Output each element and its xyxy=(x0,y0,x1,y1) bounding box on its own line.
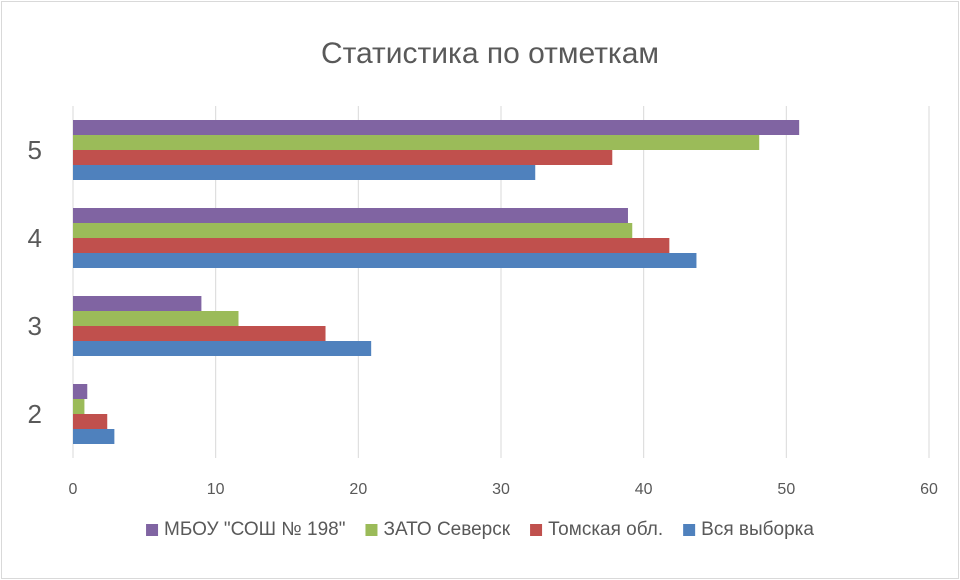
legend-label: Вся выборка xyxy=(701,519,814,540)
y-tick-label: 2 xyxy=(28,399,42,429)
legend-swatch xyxy=(365,524,378,536)
x-tick-label: 60 xyxy=(920,481,938,498)
x-tick-label: 20 xyxy=(349,481,367,498)
legend-swatch xyxy=(683,524,696,536)
x-tick-label: 10 xyxy=(207,481,225,498)
bar xyxy=(73,223,633,238)
legend-swatch xyxy=(530,524,543,536)
bar xyxy=(73,399,85,414)
legend-label: Томская обл. xyxy=(548,519,663,540)
bar xyxy=(73,150,613,165)
y-tick-label: 4 xyxy=(28,223,42,253)
legend-label: МБОУ "СОШ № 198" xyxy=(164,519,345,540)
bar xyxy=(73,135,760,150)
y-tick-label: 3 xyxy=(28,311,42,341)
bar xyxy=(73,238,670,253)
bar xyxy=(73,341,372,356)
chart-title: Статистика по отметкам xyxy=(321,37,659,70)
bar xyxy=(73,384,88,399)
y-tick-label: 5 xyxy=(28,135,42,165)
bar xyxy=(73,120,800,135)
bar xyxy=(73,296,202,311)
bar xyxy=(73,208,628,223)
x-tick-label: 30 xyxy=(492,481,510,498)
bar xyxy=(73,429,115,444)
bar xyxy=(73,311,239,326)
bar xyxy=(73,414,108,429)
x-tick-label: 40 xyxy=(635,481,653,498)
legend-label: ЗАТО Северск xyxy=(383,519,510,540)
bar xyxy=(73,326,326,341)
bar xyxy=(73,253,697,268)
x-tick-label: 0 xyxy=(69,481,78,498)
x-tick-label: 50 xyxy=(777,481,795,498)
bar xyxy=(73,165,536,180)
legend-swatch xyxy=(146,524,159,536)
